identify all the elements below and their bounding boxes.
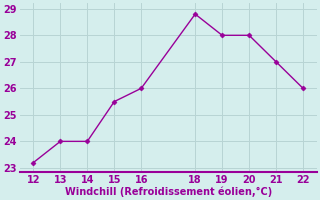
X-axis label: Windchill (Refroidissement éolien,°C): Windchill (Refroidissement éolien,°C) <box>65 186 272 197</box>
